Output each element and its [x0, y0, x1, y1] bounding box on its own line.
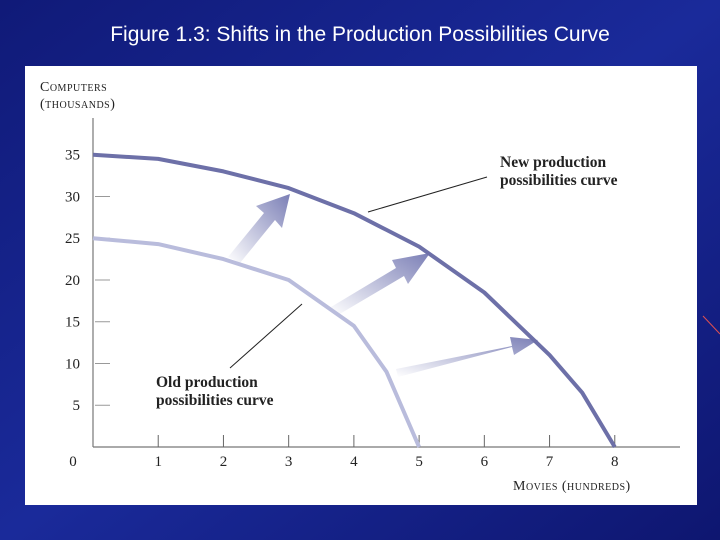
- ppc-curve: [92, 152, 617, 449]
- y-axis-label: Computers: [40, 80, 107, 95]
- x-tick-label: 5: [415, 454, 423, 470]
- annotation-leader: [229, 303, 303, 369]
- x-tick-label: 1: [154, 454, 162, 470]
- y-tick-label: 30: [65, 189, 80, 205]
- x-axis-label: Movies (hundreds): [513, 479, 631, 494]
- x-tick-label: 2: [220, 454, 228, 470]
- annotation: New production: [500, 154, 606, 171]
- y-tick-label: 15: [65, 315, 80, 331]
- x-tick-label: 8: [611, 454, 619, 470]
- x-tick-label: 4: [350, 454, 358, 470]
- shift-arrow: [396, 337, 538, 377]
- y-axis-label: (thousands): [40, 97, 115, 112]
- x-tick-label: 6: [481, 454, 489, 470]
- y-tick-label: 10: [65, 356, 80, 372]
- ppc-curve: [92, 236, 421, 448]
- y-tick-label: 20: [65, 273, 80, 289]
- annotation-leader: [367, 176, 488, 213]
- plot: New production possibilities curve Old p…: [40, 80, 680, 494]
- y-tick-label: 35: [65, 148, 80, 164]
- slide-title: Figure 1.3: Shifts in the Production Pos…: [110, 23, 610, 46]
- x-tick-label: 7: [546, 454, 554, 470]
- annotation: possibilities curve: [500, 172, 618, 189]
- shift-arrow: [331, 253, 430, 315]
- chart-panel: [25, 66, 697, 505]
- x-tick-label: 0: [69, 454, 77, 470]
- decor-line: [702, 315, 720, 335]
- annotation: Old production: [156, 374, 258, 391]
- x-tick-label: 3: [285, 454, 293, 470]
- annotation: possibilities curve: [156, 392, 274, 409]
- shift-arrow: [228, 194, 290, 263]
- y-tick-label: 5: [73, 398, 81, 414]
- y-tick-label: 25: [65, 231, 80, 247]
